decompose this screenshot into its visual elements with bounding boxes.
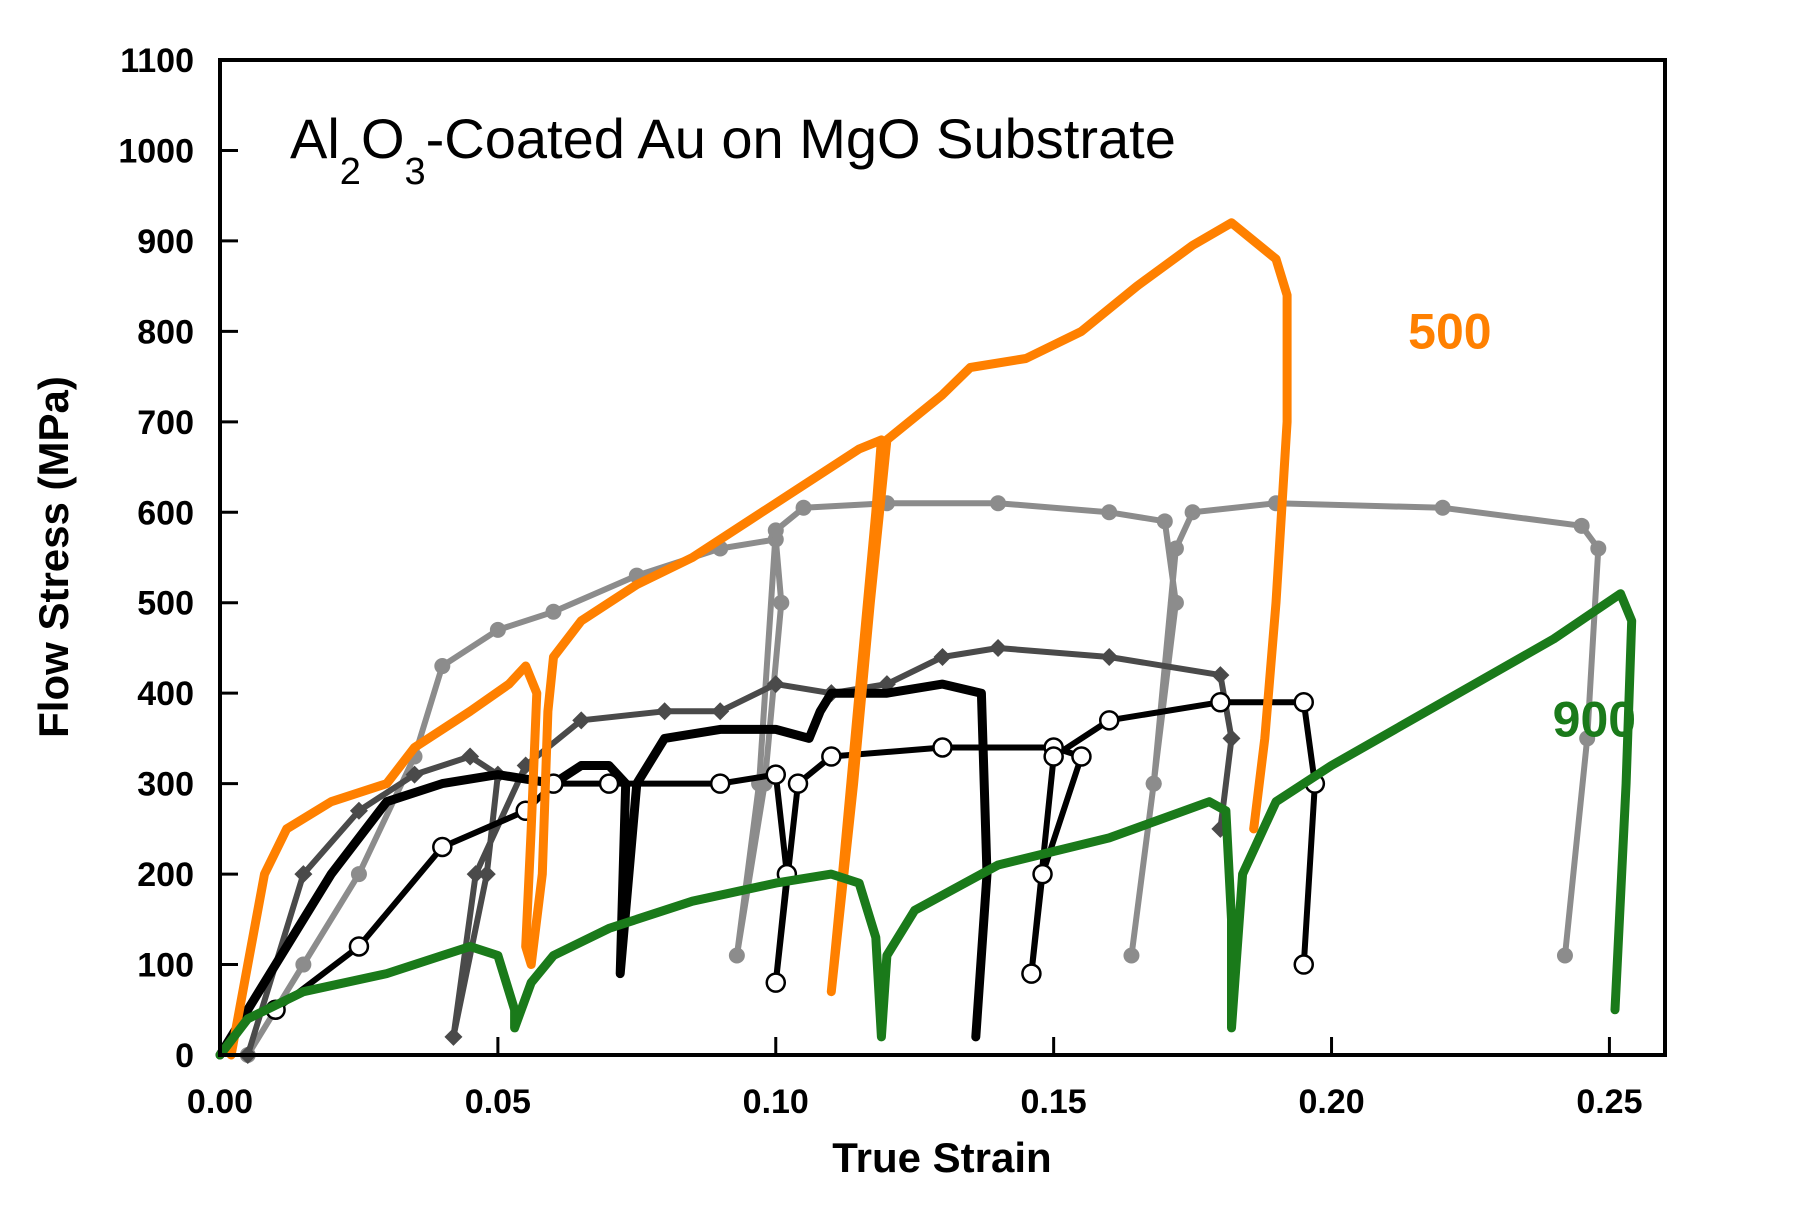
marker <box>933 648 952 666</box>
title-subscript: 3 <box>405 151 426 193</box>
y-tick-label: 600 <box>137 494 194 532</box>
marker <box>1556 947 1573 964</box>
chart-title: Al2O3-Coated Au on MgO Substrate <box>290 107 1176 193</box>
x-tick-label: 0.20 <box>1298 1083 1364 1121</box>
marker <box>545 603 562 620</box>
marker <box>990 495 1007 512</box>
marker <box>1579 730 1596 747</box>
y-tick-label: 400 <box>137 675 194 713</box>
marker <box>655 702 674 721</box>
y-axis-title: Flow Stress (MPa) <box>30 376 77 738</box>
marker <box>1101 504 1118 521</box>
series <box>215 679 992 1060</box>
marker <box>1145 775 1162 792</box>
marker <box>1184 504 1201 521</box>
marker <box>349 801 368 820</box>
series-label: 500 <box>1408 304 1491 360</box>
title-part: O <box>361 107 405 170</box>
marker <box>821 746 842 767</box>
marker <box>711 702 730 721</box>
x-tick-label: 0.10 <box>743 1083 809 1121</box>
marker <box>1100 648 1119 666</box>
marker <box>1071 746 1092 767</box>
x-tick-label: 0.05 <box>465 1083 531 1121</box>
title-subscript: 2 <box>340 151 361 193</box>
marker <box>1211 666 1230 685</box>
marker <box>477 865 496 884</box>
marker <box>1293 691 1314 713</box>
x-tick-label: 0.00 <box>187 1083 253 1121</box>
plot-frame <box>218 58 1667 1057</box>
y-tick-label: 1000 <box>118 132 194 170</box>
marker <box>765 972 787 993</box>
marker <box>773 594 790 611</box>
marker <box>1434 499 1451 516</box>
marker <box>1210 691 1231 713</box>
series-line <box>244 500 1602 1058</box>
marker <box>728 947 745 964</box>
marker <box>295 956 312 973</box>
marker <box>787 773 809 794</box>
y-tick-label: 500 <box>137 585 194 623</box>
marker <box>1167 594 1184 611</box>
x-axis-title: True Strain <box>832 1134 1051 1181</box>
marker <box>348 936 370 957</box>
y-tick-label: 1100 <box>120 42 194 80</box>
marker <box>1156 513 1173 530</box>
marker <box>709 773 731 794</box>
marker <box>1123 947 1140 964</box>
series <box>238 638 1241 1064</box>
marker <box>489 621 506 638</box>
y-tick-label: 800 <box>137 313 194 351</box>
x-tick-label: 0.15 <box>1021 1083 1087 1121</box>
marker <box>444 1027 463 1046</box>
series-line <box>215 679 992 1060</box>
series-line <box>226 218 1292 1060</box>
x-tick-label: 0.25 <box>1576 1083 1642 1121</box>
series-line <box>215 589 1637 1060</box>
marker <box>405 765 424 784</box>
y-tick-label: 200 <box>137 856 194 894</box>
marker <box>434 658 451 675</box>
marker <box>1590 540 1607 557</box>
marker <box>765 764 787 785</box>
marker <box>1098 710 1120 731</box>
marker <box>1021 963 1042 984</box>
marker <box>989 638 1008 657</box>
marker <box>461 747 480 766</box>
marker <box>1293 954 1314 975</box>
y-tick-label: 700 <box>137 404 194 442</box>
marker <box>294 865 313 884</box>
title-part: -Coated Au on MgO Substrate <box>426 107 1176 170</box>
marker <box>466 865 485 884</box>
y-tick-label: 0 <box>175 1037 194 1075</box>
series <box>215 589 1637 1060</box>
marker <box>1222 729 1241 748</box>
marker <box>767 522 784 539</box>
y-tick-label: 300 <box>137 766 194 804</box>
marker <box>1573 517 1590 534</box>
marker <box>350 866 367 883</box>
marker <box>1032 863 1053 885</box>
plot-area <box>215 218 1637 1064</box>
y-tick-label: 100 <box>137 947 194 985</box>
title-part: Al <box>290 107 340 170</box>
series-label: 900 <box>1553 692 1636 748</box>
marker <box>432 836 453 858</box>
marker <box>766 675 785 694</box>
marker <box>598 773 620 794</box>
y-tick-label: 900 <box>137 223 194 261</box>
series <box>226 218 1292 1060</box>
marker <box>932 737 953 758</box>
series-line <box>244 645 1235 1058</box>
marker <box>1043 746 1064 767</box>
marker <box>572 711 591 730</box>
marker <box>795 499 812 516</box>
marker <box>1167 540 1184 557</box>
